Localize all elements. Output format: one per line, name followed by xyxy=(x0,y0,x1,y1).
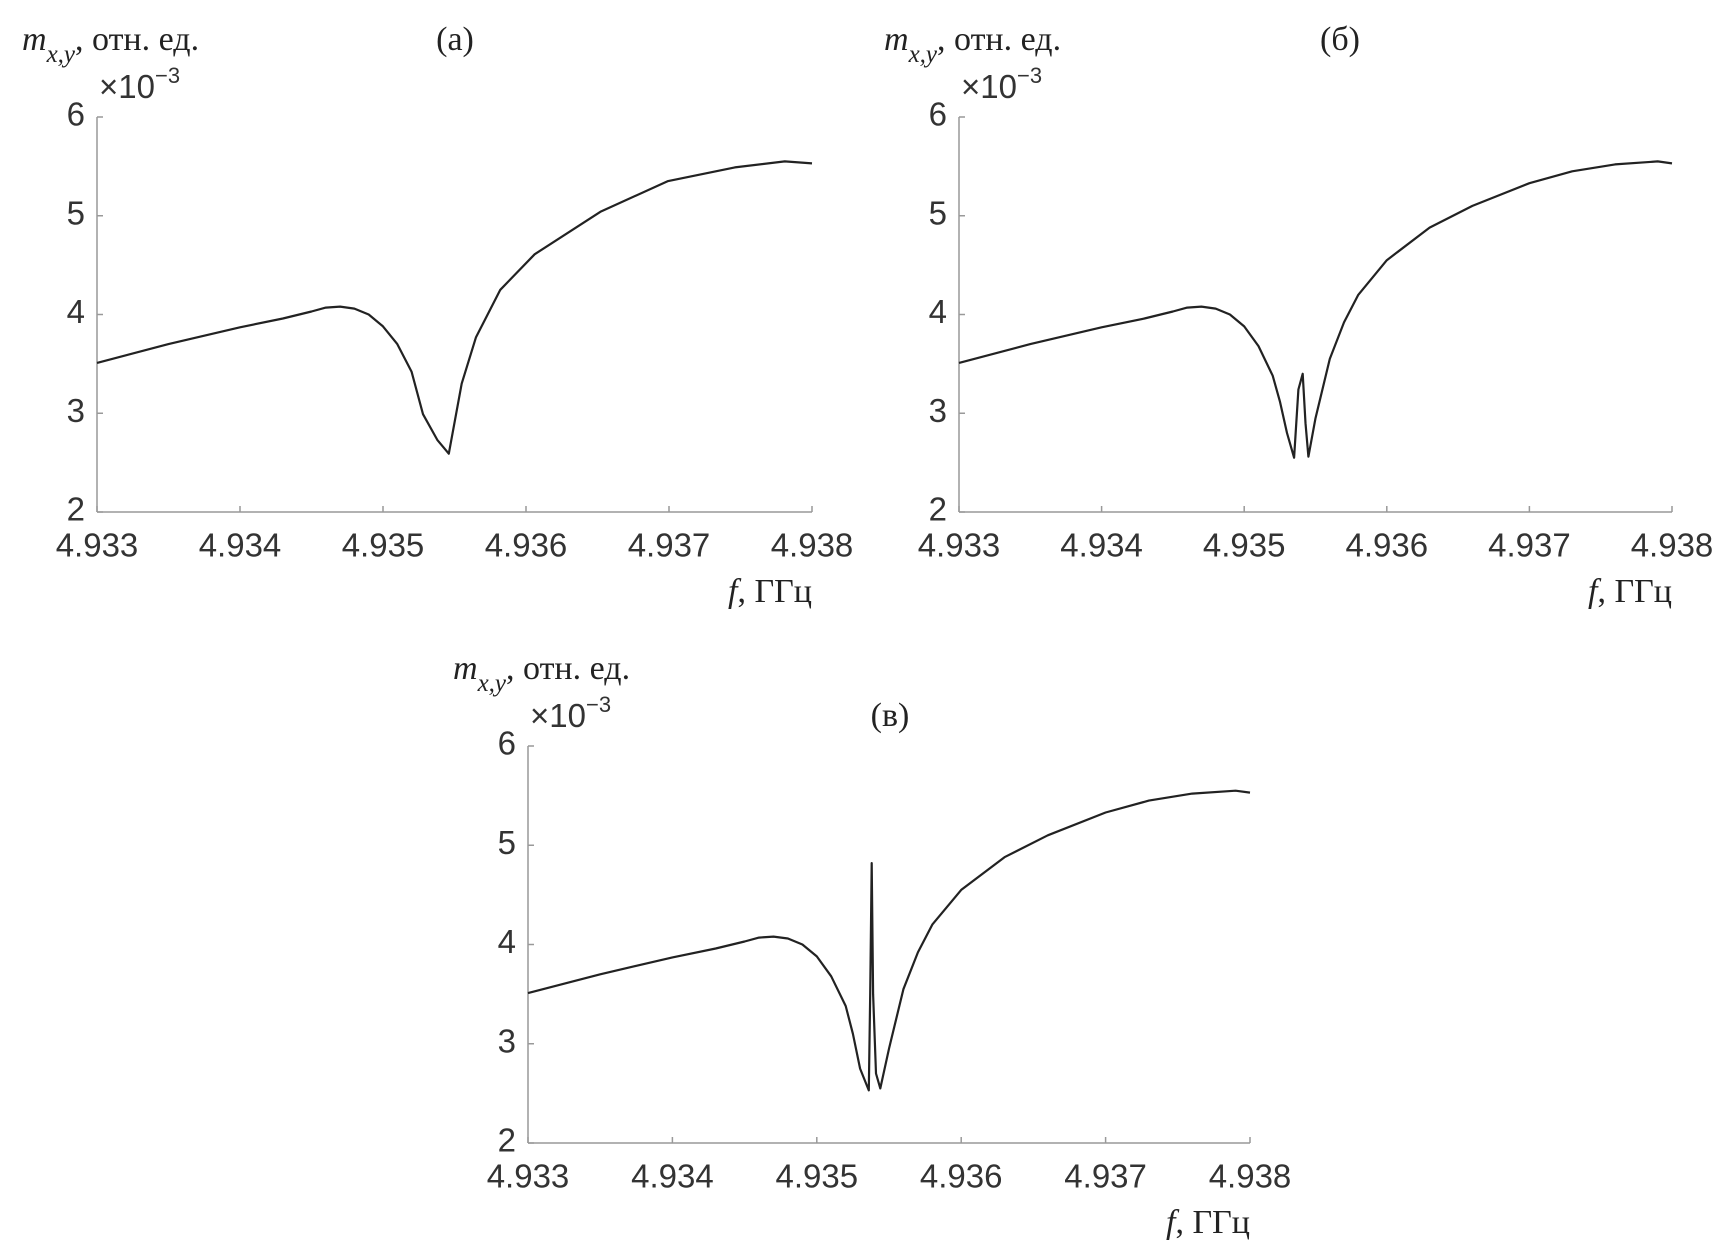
y-tick-label: 2 xyxy=(67,491,85,528)
chart-title: (б) xyxy=(1320,21,1360,58)
x-label-rest: , ГГц xyxy=(737,573,812,610)
x-tick-label: 4.935 xyxy=(776,1158,859,1195)
y-tick-label: 6 xyxy=(929,96,947,133)
x-tick-label: 4.933 xyxy=(918,527,1001,564)
chart-title: (а) xyxy=(436,21,474,58)
x-axis-label: f, ГГц xyxy=(1166,1204,1250,1241)
data-line xyxy=(527,789,1251,1092)
x-tick-label: 4.937 xyxy=(1488,527,1571,564)
x-label-rest: , ГГц xyxy=(1175,1204,1250,1241)
x-tick-label: 4.938 xyxy=(1631,527,1714,564)
x-label-rest: , ГГц xyxy=(1597,573,1672,610)
x-axis-label: f, ГГц xyxy=(1588,573,1672,610)
chart: 2 3 4 5 6 4.933 4.934 4.935 4.936 4.937 4.938 mx,y,… xyxy=(884,21,1713,610)
y-tick-label: 2 xyxy=(929,491,947,528)
x-axis-label: f, ГГц xyxy=(728,573,812,610)
y-tick-label: 2 xyxy=(498,1122,516,1159)
x-tick-label: 4.937 xyxy=(1064,1158,1147,1195)
y-label-sub: x,y xyxy=(908,41,938,68)
y-scale: ×10−3 xyxy=(99,63,180,105)
x-tick-label: 4.935 xyxy=(1203,527,1286,564)
y-axis-label: mx,y, отн. ед. xyxy=(884,21,1061,68)
y-tick-label: 6 xyxy=(67,96,85,133)
y-scale: ×10−3 xyxy=(530,692,611,734)
x-tick-label: 4.938 xyxy=(771,527,854,564)
y-tick-label: 4 xyxy=(67,293,85,330)
chart: 2 3 4 5 6 4.933 4.934 4.935 4.936 4.937 4.938 mx,y,… xyxy=(22,21,853,610)
y-axis-label: mx,y, отн. ед. xyxy=(22,21,199,68)
y-label-sub: x,y xyxy=(46,41,76,68)
y-label-sub: x,y xyxy=(477,670,507,697)
chart-title: (в) xyxy=(871,697,910,734)
y-label-main: m xyxy=(453,650,478,687)
y-tick-label: 3 xyxy=(498,1022,516,1059)
x-tick-label: 4.937 xyxy=(628,527,711,564)
chart: 2 3 4 5 6 4.933 4.934 4.935 4.936 4.937 4.938 mx,y,… xyxy=(453,650,1291,1241)
x-tick-label: 4.934 xyxy=(199,527,282,564)
y-label-rest: , отн. ед. xyxy=(937,21,1061,58)
y-label-rest: , отн. ед. xyxy=(75,21,199,58)
x-tick-label: 4.933 xyxy=(56,527,139,564)
y-scale-base: ×10 xyxy=(99,68,155,105)
x-tick-label: 4.936 xyxy=(920,1158,1003,1195)
y-label-rest: , отн. ед. xyxy=(506,650,630,687)
y-tick-label: 4 xyxy=(498,923,516,960)
x-tick-label: 4.936 xyxy=(1346,527,1429,564)
y-tick-label: 5 xyxy=(929,194,947,231)
x-tick-label: 4.936 xyxy=(485,527,568,564)
y-label-main: m xyxy=(884,21,909,58)
y-axis-label: mx,y, отн. ед. xyxy=(453,650,630,697)
data-line xyxy=(96,160,813,455)
y-label-main: m xyxy=(22,21,47,58)
y-tick-label: 3 xyxy=(67,392,85,429)
x-tick-label: 4.935 xyxy=(342,527,425,564)
data-line xyxy=(958,160,1673,459)
x-tick-label: 4.938 xyxy=(1209,1158,1292,1195)
x-tick-label: 4.934 xyxy=(631,1158,714,1195)
y-tick-label: 5 xyxy=(67,194,85,231)
y-tick-label: 4 xyxy=(929,293,947,330)
y-scale-base: ×10 xyxy=(530,697,586,734)
y-scale: ×10−3 xyxy=(961,63,1042,105)
x-tick-label: 4.934 xyxy=(1060,527,1143,564)
y-scale-exponent: −3 xyxy=(586,692,611,717)
y-scale-exponent: −3 xyxy=(1017,63,1042,88)
y-tick-label: 3 xyxy=(929,392,947,429)
y-tick-label: 6 xyxy=(498,725,516,762)
x-tick-label: 4.933 xyxy=(487,1158,570,1195)
y-scale-exponent: −3 xyxy=(155,63,180,88)
y-tick-label: 5 xyxy=(498,824,516,861)
y-scale-base: ×10 xyxy=(961,68,1017,105)
